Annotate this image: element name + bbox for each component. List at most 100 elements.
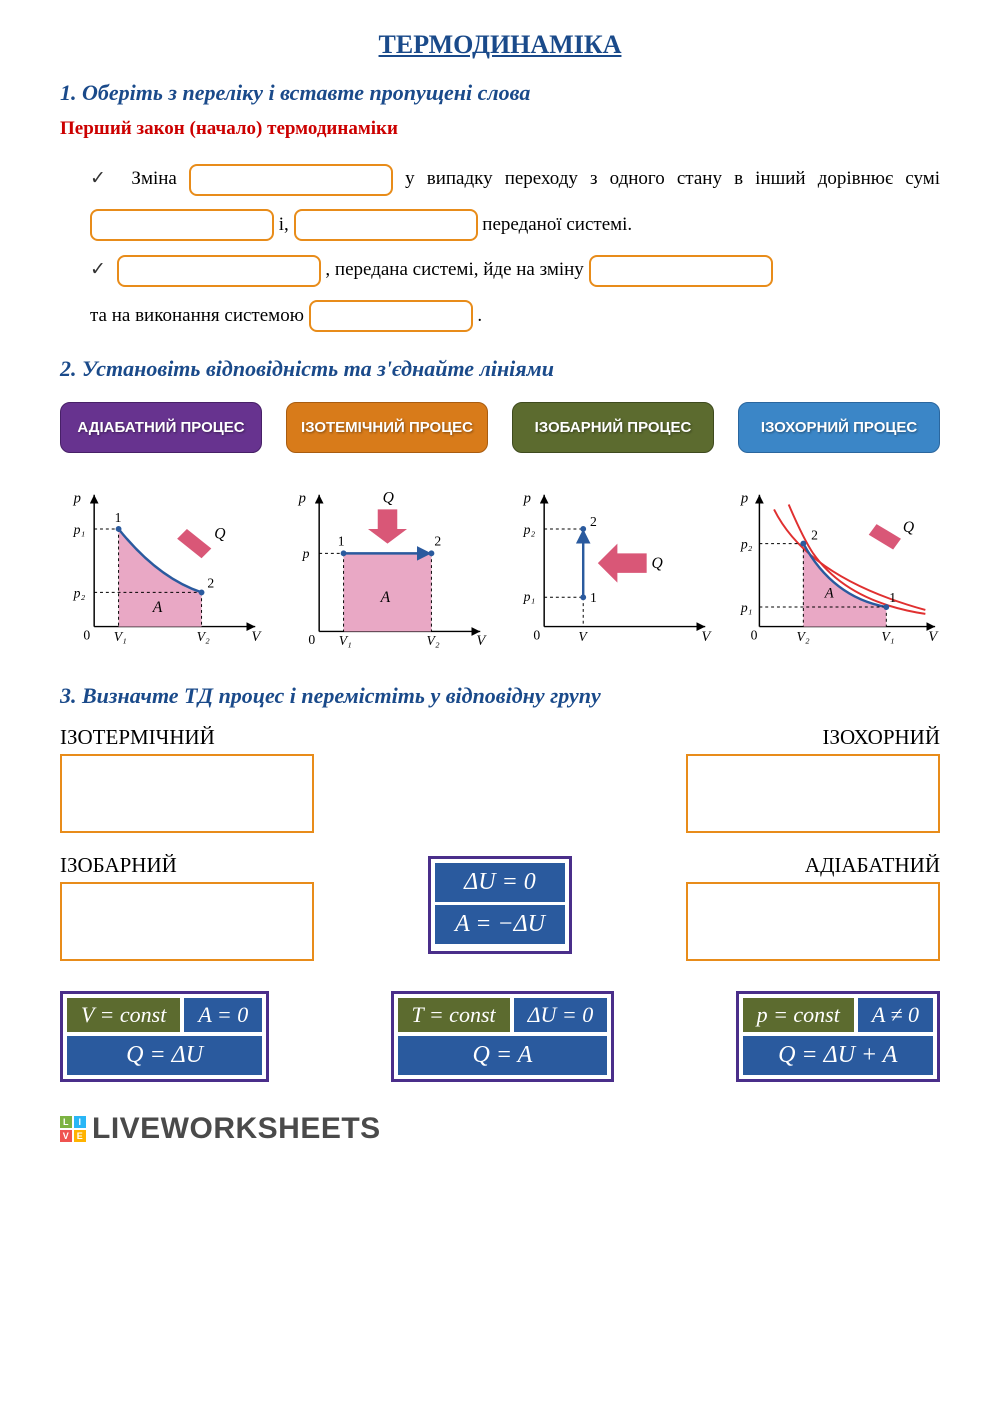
group-row-2: ІЗОБАРНИЙ ΔU = 0 A = −ΔU АДІАБАТНИЙ	[60, 849, 940, 961]
formula-card-center[interactable]: ΔU = 0 A = −ΔU	[428, 856, 572, 954]
text: .	[477, 305, 482, 326]
process-isothermal[interactable]: ІЗОТЕМІЧНИЙ ПРОЦЕС	[286, 402, 488, 453]
group-label-isothermal: ІЗОТЕРМІЧНИЙ	[60, 725, 314, 750]
formula-text: ΔU = 0	[435, 863, 565, 902]
svg-text:p₁: p₁	[73, 522, 86, 537]
svg-text:2: 2	[811, 528, 818, 543]
chart-isochor[interactable]: p V p₂ p₁ V 0 2 1 Q	[510, 483, 715, 653]
process-isochoric[interactable]: ІЗОХОРНИЙ ПРОЦЕС	[738, 402, 940, 453]
svg-text:A: A	[824, 586, 834, 602]
drop-adiabatic[interactable]	[686, 882, 940, 961]
svg-text:p₁: p₁	[740, 600, 753, 615]
svg-text:p: p	[302, 547, 310, 562]
svg-text:0: 0	[533, 628, 540, 643]
section1-subheading: Перший закон (начало) термодинаміки	[60, 118, 940, 140]
blank-input[interactable]	[589, 255, 773, 287]
svg-text:V₂: V₂	[427, 633, 440, 648]
formula-card-t-const[interactable]: T = const ΔU = 0 Q = A	[391, 991, 615, 1082]
formula-card-v-const[interactable]: V = const A = 0 Q = ΔU	[60, 991, 269, 1082]
blank-input[interactable]	[90, 209, 274, 241]
formula-text: p = const	[743, 998, 854, 1032]
section1-heading: 1. Оберіть з переліку і вставте пропущен…	[60, 80, 940, 106]
svg-text:p: p	[523, 491, 531, 507]
text: у випадку переходу з одного стану в інши…	[405, 168, 805, 189]
svg-text:V₂: V₂	[197, 630, 210, 645]
drop-isothermal[interactable]	[60, 754, 314, 833]
svg-text:V₁: V₁	[339, 633, 352, 648]
svg-text:2: 2	[207, 576, 214, 591]
chart-isotherm[interactable]: p V p₁ p₂ V₁ V₂ 0 1 2 A Q	[60, 483, 265, 653]
process-boxes: АДІАБАТНИЙ ПРОЦЕС ІЗОТЕМІЧНИЙ ПРОЦЕС ІЗО…	[60, 402, 940, 453]
text: та на виконання системою	[90, 305, 304, 326]
svg-text:p: p	[73, 491, 81, 507]
blank-input[interactable]	[189, 164, 393, 196]
section3-heading: 3. Визначте ТД процес і перемістіть у ві…	[60, 683, 940, 709]
group-label-isobaric: ІЗОБАРНИЙ	[60, 853, 314, 878]
svg-text:p₂: p₂	[73, 586, 86, 601]
svg-text:2: 2	[434, 534, 441, 549]
group-label-adiabatic: АДІАБАТНИЙ	[805, 853, 940, 878]
formula-text: V = const	[67, 998, 180, 1032]
formula-text: Q = ΔU	[67, 1036, 262, 1075]
formula-text: Q = ΔU + A	[743, 1036, 933, 1075]
svg-text:Q: Q	[903, 519, 914, 536]
formula-text: A = 0	[184, 998, 262, 1032]
svg-text:p₁: p₁	[523, 590, 536, 605]
blank-input[interactable]	[294, 209, 478, 241]
group-label-isochoric: ІЗОХОРНИЙ	[823, 725, 940, 750]
section2-heading: 2. Установіть відповідність та з'єднайте…	[60, 356, 940, 382]
fill-paragraph: ✓ Зміна у випадку переходу з одного стан…	[90, 156, 940, 338]
svg-text:0: 0	[83, 628, 90, 643]
svg-text:p₂: p₂	[523, 522, 536, 537]
chart-isobar[interactable]: p V p V₁ V₂ 0 1 2 A Q	[285, 483, 490, 653]
text: і,	[279, 214, 289, 235]
formula-text: ΔU = 0	[514, 998, 608, 1032]
svg-text:V₂: V₂	[797, 630, 810, 645]
formula-text: A = −ΔU	[435, 905, 565, 944]
svg-text:V: V	[251, 630, 262, 646]
drop-isochoric[interactable]	[686, 754, 940, 833]
charts-row: p V p₁ p₂ V₁ V₂ 0 1 2 A Q p V p V₁ V₂ 0 …	[60, 483, 940, 653]
svg-text:1: 1	[889, 591, 896, 606]
svg-text:V: V	[928, 630, 939, 646]
chart-adiabat[interactable]: p V p₂ p₁ V₂ V₁ 0 2 1 A Q	[735, 483, 940, 653]
svg-text:0: 0	[751, 628, 758, 643]
process-isobaric[interactable]: ІЗОБАРНИЙ ПРОЦЕС	[512, 402, 714, 453]
blank-input[interactable]	[309, 300, 473, 332]
brand-text: LIVEWORKSHEETS	[92, 1112, 381, 1146]
svg-text:A: A	[152, 599, 163, 616]
group-row-1: ІЗОТЕРМІЧНИЙ ІЗОХОРНИЙ	[60, 721, 940, 833]
svg-text:1: 1	[115, 510, 122, 525]
check-icon: ✓	[90, 168, 113, 189]
page-title: ТЕРМОДИНАМІКА	[60, 30, 940, 60]
svg-text:0: 0	[308, 633, 315, 648]
formula-text: A ≠ 0	[858, 998, 933, 1032]
bottom-cards: V = const A = 0 Q = ΔU T = const ΔU = 0 …	[60, 991, 940, 1082]
formula-text: T = const	[398, 998, 510, 1032]
svg-text:2: 2	[590, 514, 597, 529]
svg-text:1: 1	[338, 534, 345, 549]
svg-text:p: p	[740, 491, 748, 507]
check-icon: ✓	[90, 259, 106, 280]
svg-text:1: 1	[590, 591, 597, 606]
svg-text:V₁: V₁	[881, 630, 894, 645]
svg-text:Q: Q	[383, 490, 394, 507]
blank-input[interactable]	[117, 255, 321, 287]
process-adiabatic[interactable]: АДІАБАТНИЙ ПРОЦЕС	[60, 402, 262, 453]
svg-text:p₂: p₂	[740, 537, 753, 552]
formula-text: Q = A	[398, 1036, 608, 1075]
footer-brand: LI VE LIVEWORKSHEETS	[60, 1112, 940, 1146]
svg-text:A: A	[380, 590, 391, 607]
svg-text:p: p	[298, 491, 306, 507]
text: , передана системі, йде на зміну	[325, 259, 583, 280]
formula-card-p-const[interactable]: p = const A ≠ 0 Q = ΔU + A	[736, 991, 940, 1082]
text: Зміна	[131, 168, 176, 189]
svg-text:Q: Q	[214, 526, 225, 543]
svg-text:V₁: V₁	[114, 630, 127, 645]
text: переданої системі.	[482, 214, 632, 235]
text: дорівнює сумі	[818, 168, 940, 189]
svg-text:V: V	[701, 630, 712, 646]
svg-text:V: V	[476, 633, 487, 649]
drop-isobaric[interactable]	[60, 882, 314, 961]
svg-text:Q: Q	[652, 555, 663, 572]
